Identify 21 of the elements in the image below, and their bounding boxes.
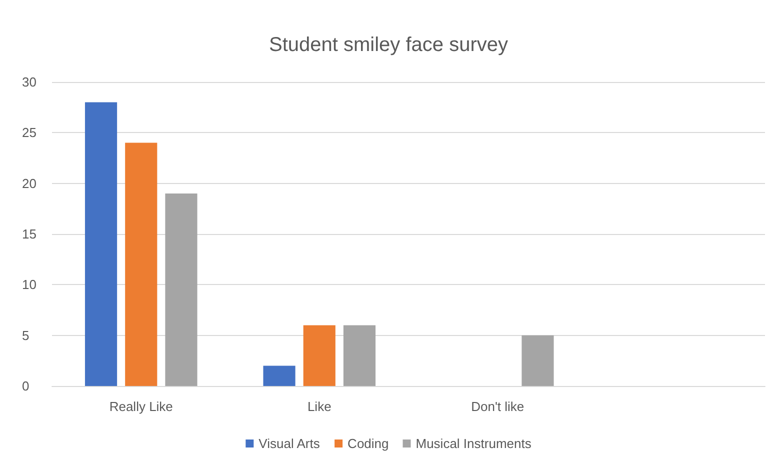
bar (343, 325, 376, 386)
bar (303, 325, 336, 386)
bar (522, 335, 554, 386)
chart-title: Student smiley face survey (269, 34, 508, 56)
bar (165, 193, 198, 386)
bar (84, 102, 118, 386)
y-tick-label: 25 (22, 125, 36, 140)
bar (263, 366, 296, 386)
y-tick-label: 10 (22, 277, 36, 292)
x-tick-label: Don't like (471, 399, 524, 414)
legend-label: Visual Arts (258, 436, 320, 451)
legend-label: Coding (348, 436, 389, 451)
legend-label: Musical Instruments (416, 436, 532, 451)
y-tick-label: 30 (22, 74, 36, 90)
x-tick-label: Like (307, 399, 332, 414)
bar (125, 142, 158, 386)
y-tick-label: 20 (22, 176, 36, 191)
x-tick-label: Really Like (109, 399, 173, 414)
y-tick-label: 0 (22, 378, 30, 394)
y-tick-label: 15 (22, 226, 36, 242)
y-tick-label: 5 (22, 328, 30, 343)
